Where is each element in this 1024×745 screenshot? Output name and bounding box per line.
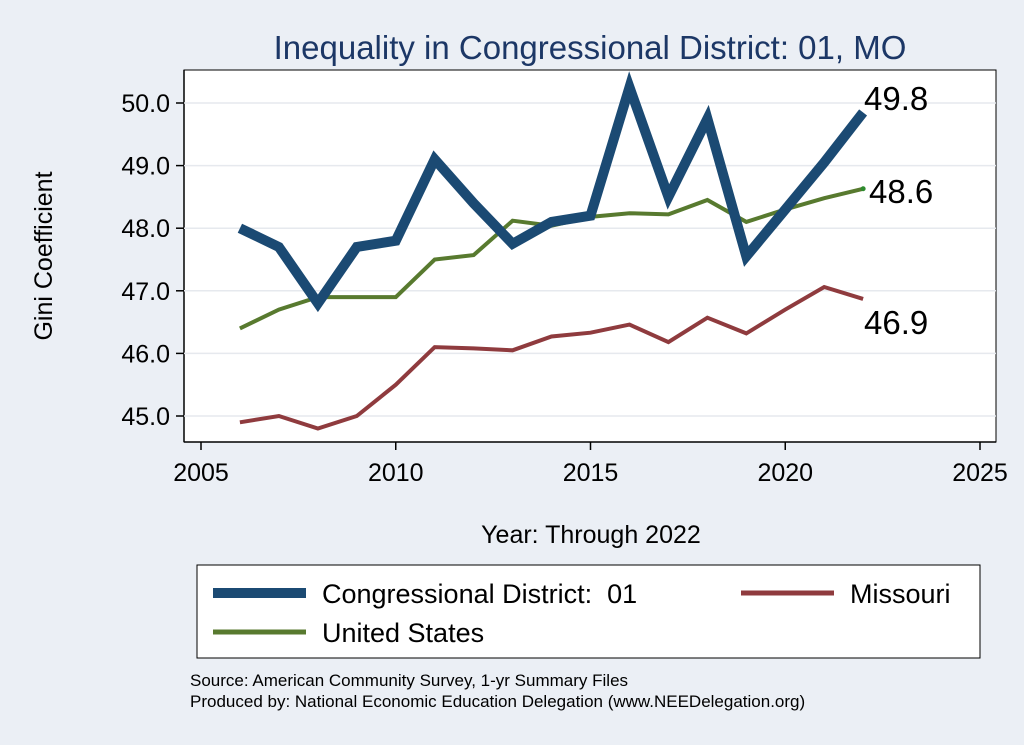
producer-line: Produced by: National Economic Education…	[190, 692, 806, 711]
x-tick-label-2015: 2015	[563, 459, 619, 487]
legend: Congressional District: 01 Missouri Unit…	[196, 564, 981, 659]
chart-title: Inequality in Congressional District: 01…	[274, 29, 907, 66]
end-marker-united-states	[860, 186, 866, 192]
plot-area	[183, 69, 997, 443]
end-label-missouri: 46.9	[864, 304, 928, 341]
x-axis-title: Year: Through 2022	[481, 521, 701, 549]
end-label-united-states: 48.6	[869, 173, 933, 210]
x-tick-label-2025: 2025	[952, 459, 1008, 487]
y-tick-label-46.0: 46.0	[121, 340, 170, 368]
x-tick-label-2020: 2020	[757, 459, 813, 487]
x-tick-label-2005: 2005	[173, 459, 229, 487]
x-tick-label-2010: 2010	[368, 459, 424, 487]
y-axis-title: Gini Coefficient	[30, 171, 58, 340]
end-label-congressional-district: 49.8	[864, 80, 928, 117]
y-tick-label-47.0: 47.0	[121, 278, 170, 306]
y-tick-label-45.0: 45.0	[121, 403, 170, 431]
y-tick-label-48.0: 48.0	[121, 215, 170, 243]
y-tick-label-49.0: 49.0	[121, 153, 170, 181]
series-line-congressional-district	[237, 71, 868, 313]
legend-box	[196, 564, 981, 659]
legend-label-united-states: United States	[322, 618, 484, 648]
series-line-missouri	[239, 284, 864, 431]
source-line: Source: American Community Survey, 1-yr …	[190, 671, 629, 690]
legend-label-missouri: Missouri	[850, 579, 951, 609]
y-tick-label-50.0: 50.0	[121, 90, 170, 118]
legend-label-congressional-district: Congressional District: 01	[322, 579, 637, 609]
